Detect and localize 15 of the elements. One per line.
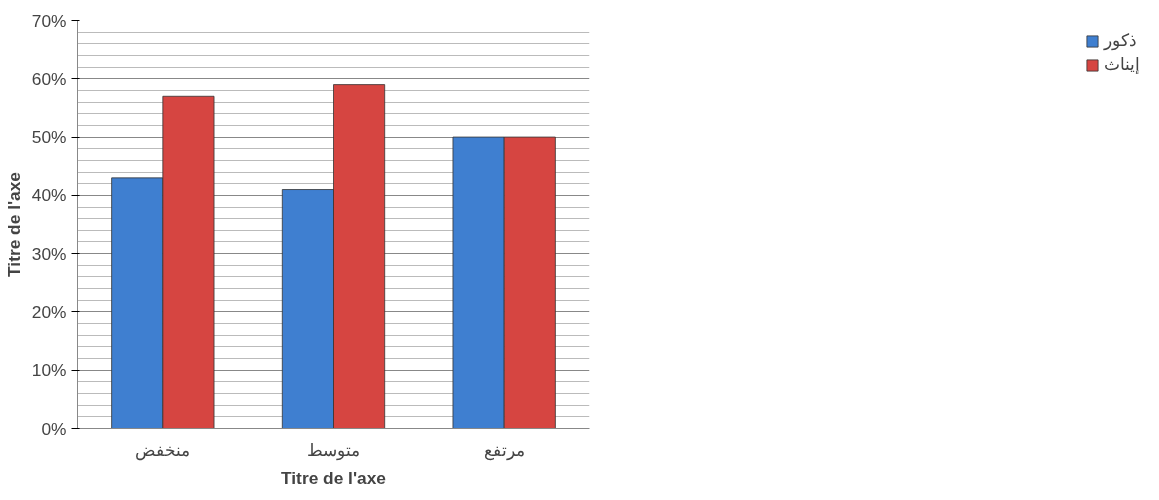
- y-tick-label: 0%: [41, 418, 67, 439]
- x-tick-label: مرتفع: [483, 439, 525, 461]
- y-axis-title: Titre de l'axe: [3, 171, 24, 277]
- y-tick-label: 20%: [31, 301, 67, 322]
- y-tick-label: 40%: [31, 185, 67, 206]
- y-tick-label: 60%: [31, 68, 67, 89]
- y-tick-label: 10%: [31, 360, 67, 381]
- y-tick-label: 30%: [31, 243, 67, 264]
- legend-label: ذكور: [1104, 30, 1137, 51]
- x-tick-label: منخفض: [135, 439, 191, 461]
- legend-label: إيناث: [1104, 54, 1140, 75]
- y-tick-label: 50%: [31, 127, 67, 148]
- x-axis-title: Titre de l'axe: [281, 467, 387, 488]
- x-tick-label: متوسط: [307, 439, 360, 461]
- y-tick-label: 70%: [31, 10, 67, 31]
